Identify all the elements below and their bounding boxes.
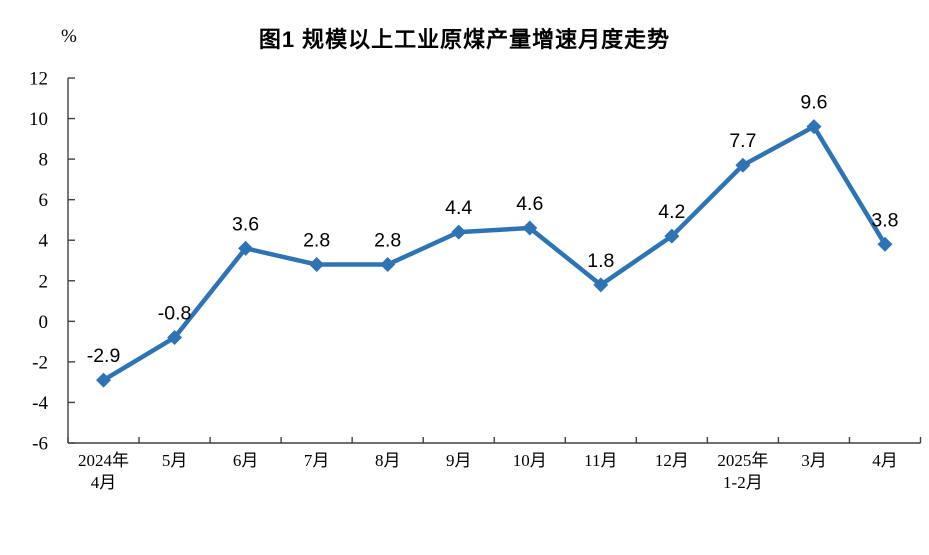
x-tick-label: 6月 bbox=[233, 451, 259, 470]
x-tick-label: 7月 bbox=[304, 451, 330, 470]
y-tick-label: 2 bbox=[39, 271, 49, 292]
data-point-marker bbox=[522, 220, 538, 236]
data-point-marker bbox=[167, 330, 183, 346]
y-tick-label: 10 bbox=[29, 109, 48, 130]
x-tick-label: 11月 bbox=[584, 451, 617, 470]
data-label: 7.7 bbox=[729, 130, 756, 152]
data-label: 4.2 bbox=[658, 201, 685, 223]
data-point-marker bbox=[664, 228, 680, 244]
data-point-marker bbox=[238, 240, 254, 256]
y-tick-label: 6 bbox=[39, 190, 49, 211]
data-label: 2.8 bbox=[374, 230, 401, 252]
data-point-marker bbox=[380, 257, 396, 273]
y-tick-label: -6 bbox=[32, 434, 48, 455]
x-tick-label: 3月 bbox=[801, 451, 827, 470]
data-label: 9.6 bbox=[800, 92, 827, 114]
y-tick-label: -4 bbox=[32, 393, 48, 414]
data-point-marker bbox=[96, 372, 112, 388]
x-tick-label: 2025年 bbox=[717, 451, 768, 470]
data-point-marker bbox=[806, 119, 822, 135]
x-tick-label: 10月 bbox=[513, 451, 547, 470]
y-tick-label: 8 bbox=[39, 150, 49, 171]
data-point-marker bbox=[309, 257, 325, 273]
data-label: 4.6 bbox=[516, 193, 543, 215]
x-tick-label: 12月 bbox=[655, 451, 689, 470]
data-label: 1.8 bbox=[587, 250, 614, 272]
data-label: 3.8 bbox=[871, 209, 898, 231]
y-tick-label: -2 bbox=[32, 352, 48, 373]
data-label: -2.9 bbox=[87, 345, 121, 367]
y-tick-label: 0 bbox=[39, 312, 49, 333]
data-point-marker bbox=[877, 236, 893, 252]
data-point-marker bbox=[735, 157, 751, 173]
y-tick-label: 12 bbox=[29, 69, 48, 90]
data-label: 3.6 bbox=[232, 213, 259, 235]
x-tick-label: 5月 bbox=[162, 451, 188, 470]
series-line bbox=[101, 124, 888, 383]
data-label: -0.8 bbox=[158, 303, 192, 325]
x-tick-label: 9月 bbox=[446, 451, 472, 470]
x-tick-label: 2024年 bbox=[78, 451, 129, 470]
data-label: 4.4 bbox=[445, 197, 472, 219]
x-tick-label: 4月 bbox=[872, 451, 898, 470]
data-label: 2.8 bbox=[303, 230, 330, 252]
y-axis-unit-label: % bbox=[61, 26, 77, 47]
x-tick-label: 4月 bbox=[91, 473, 117, 492]
chart-title: 图1 规模以上工业原煤产量增速月度走势 bbox=[258, 27, 671, 52]
data-point-marker bbox=[451, 224, 467, 240]
x-tick-label: 8月 bbox=[375, 451, 401, 470]
y-tick-label: 4 bbox=[39, 231, 49, 252]
x-tick-label: 1-2月 bbox=[723, 473, 763, 492]
data-point-marker bbox=[593, 277, 609, 293]
